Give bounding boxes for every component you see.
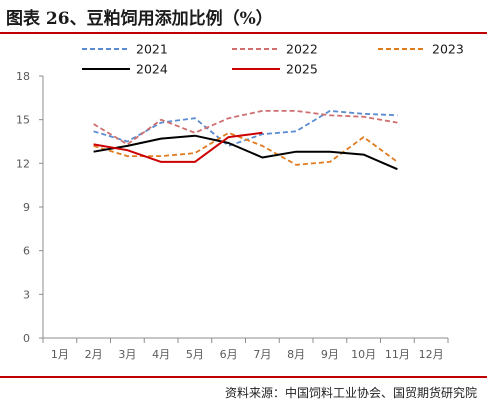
- series-line-2021: [93, 110, 398, 147]
- y-axis: 0 3 6 9 12 15 18: [16, 70, 44, 345]
- series-line-2023: [93, 131, 398, 166]
- y-tick-label: 18: [16, 70, 30, 83]
- x-tick-label: 6月: [220, 348, 238, 361]
- source-note: 资料来源：中国饲料工业协会、国贸期货研究院: [224, 386, 477, 400]
- x-tick-label: 5月: [186, 348, 204, 361]
- legend-label-2025: 2025: [286, 62, 318, 77]
- x-axis: 1月 2月 3月 4月 5月 6月 7月 8月 9月 10月 11月 12月: [42, 337, 449, 361]
- series-line-2022: [93, 110, 398, 146]
- series-line-2025: [93, 131, 263, 163]
- x-tick-label: 9月: [321, 348, 339, 361]
- x-tick-label: 7月: [253, 348, 271, 361]
- y-tick-label: 9: [23, 201, 30, 214]
- footer-divider: [0, 376, 487, 378]
- series-line-2024: [93, 134, 398, 171]
- y-tick-label: 12: [16, 157, 30, 170]
- legend-label-2021: 2021: [136, 42, 168, 57]
- x-tick-label: 11月: [385, 348, 410, 361]
- legend-label-2022: 2022: [286, 42, 318, 57]
- x-tick-label: 2月: [85, 348, 103, 361]
- legend: 2021 2022 2023 2024 2025: [82, 42, 464, 77]
- y-tick-label: 3: [23, 288, 30, 301]
- line-chart: 2021 2022 2023 2024 2025 0 3 6 9 12 15 18 1月 2月 3月 4月…: [16, 42, 464, 362]
- series-lines: [93, 110, 398, 171]
- y-tick-label: 0: [23, 332, 30, 345]
- x-tick-label: 1月: [51, 348, 69, 361]
- x-tick-label: 4月: [152, 348, 170, 361]
- legend-label-2024: 2024: [136, 62, 168, 77]
- title-divider: [0, 32, 487, 34]
- legend-label-2023: 2023: [432, 42, 464, 57]
- x-tick-label: 8月: [287, 348, 305, 361]
- x-tick-label: 3月: [118, 348, 136, 361]
- x-tick-label: 12月: [419, 348, 444, 361]
- page-title: 图表 26、豆粕饲用添加比例（%）: [6, 9, 273, 29]
- y-tick-label: 6: [23, 245, 30, 258]
- y-tick-label: 15: [16, 114, 30, 127]
- x-tick-label: 10月: [351, 348, 376, 361]
